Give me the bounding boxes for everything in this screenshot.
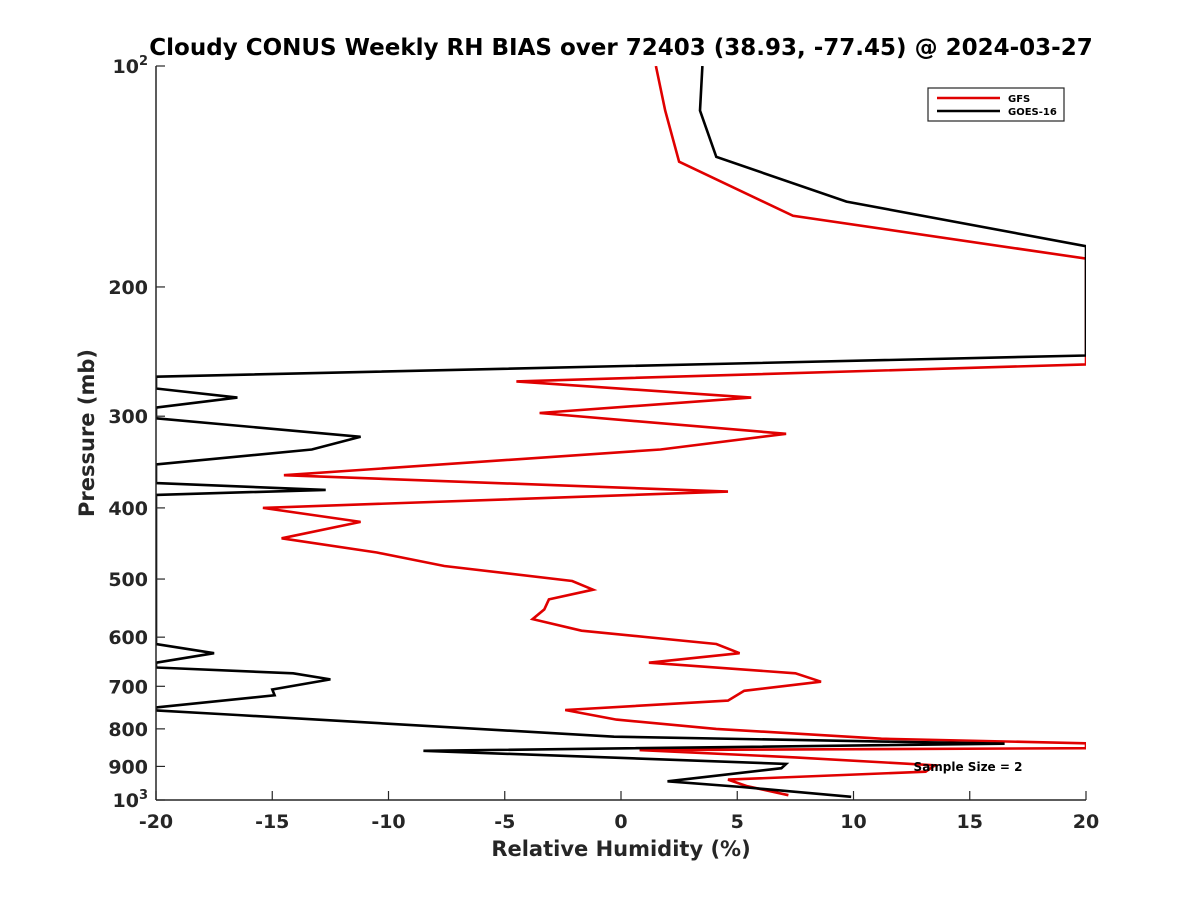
y-tick-label: 600 [108,627,148,649]
series-line-gfs [262,66,1086,797]
axes: -20 -15 -10 -5 0 5 10 15 20 102 200 300 400 500 600 700… [108,54,1099,833]
y-tick-label: 800 [108,719,148,741]
legend-box [927,87,1065,122]
y-tick-label: 300 [108,406,148,428]
legend: GFS GOES-16 [927,87,1065,122]
legend-entry: GOES-16 [1008,107,1057,118]
y-tick-label: 103 [113,788,149,812]
x-tick-label: -10 [371,811,405,833]
x-tick-label: 20 [1073,811,1099,833]
x-tick-label: -15 [255,811,289,833]
y-tick-label: 900 [108,756,148,778]
y-tick-label: 500 [108,569,148,591]
x-tick-label: 0 [614,811,627,833]
y-tick-label: 200 [108,277,148,299]
sample-size-annotation: Sample Size = 2 [914,760,1023,774]
x-tick-label: 10 [840,811,866,833]
y-tick-label: 102 [113,54,149,78]
x-tick-label: 5 [731,811,744,833]
plot-area [156,66,1086,799]
chart-title: Cloudy CONUS Weekly RH BIAS over 72403 (… [149,35,1092,61]
x-tick-label: -20 [139,811,173,833]
x-axis-label: Relative Humidity (%) [491,837,750,861]
series-line-goes-16 [156,66,1086,799]
y-tick-label: 400 [108,498,148,520]
y-axis-label: Pressure (mb) [75,349,99,517]
x-tick-label: -5 [494,811,515,833]
y-tick-label: 700 [108,676,148,698]
x-tick-label: 15 [957,811,983,833]
legend-entry: GFS [1008,94,1030,105]
